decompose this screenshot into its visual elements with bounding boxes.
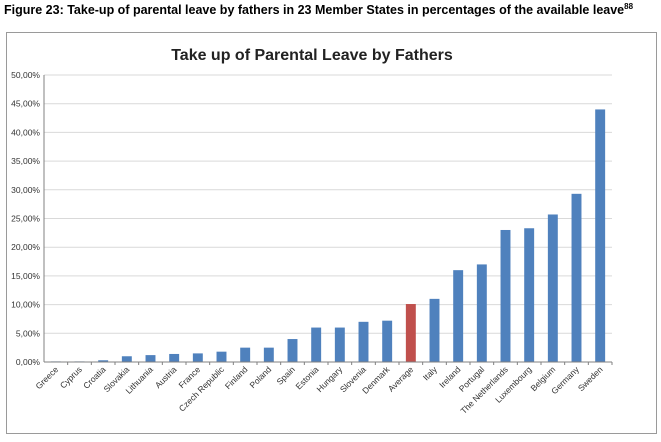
bar-czech-republic — [216, 351, 227, 362]
y-tick-label: 35,00% — [11, 156, 40, 166]
x-tick-label: Average — [386, 364, 416, 394]
bar-austria — [169, 353, 180, 362]
axes — [43, 75, 613, 365]
bar-finland — [240, 347, 251, 362]
figure-caption-text: Figure 23: Take-up of parental leave by … — [4, 3, 625, 18]
y-tick-label: 50,00% — [11, 70, 40, 80]
bar-spain — [287, 339, 298, 362]
bar-belgium — [547, 214, 558, 362]
bars — [50, 109, 606, 362]
bar-slovakia — [121, 356, 132, 362]
y-tick-label: 5,00% — [16, 328, 41, 338]
figure-caption: Figure 23: Take-up of parental leave by … — [4, 2, 659, 17]
bar-average — [405, 304, 416, 362]
bar-portugal — [476, 264, 487, 362]
x-tick-label: Austria — [153, 364, 179, 390]
y-tick-label: 10,00% — [11, 300, 40, 310]
bar-luxembourg — [524, 228, 535, 362]
x-tick-label: Sweden — [576, 364, 605, 393]
bar-lithuania — [145, 355, 156, 362]
bar-denmark — [382, 320, 393, 362]
x-tick-label: Poland — [247, 364, 273, 390]
footnote-ref: 88 — [624, 2, 634, 11]
y-tick-label: 20,00% — [11, 242, 40, 252]
x-tick-label: Greece — [33, 364, 60, 391]
bar-france — [192, 353, 203, 362]
x-axis-ticks: GreeceCyprusCroatiaSlovakiaLithuaniaAust… — [33, 364, 604, 416]
y-axis-ticks: 0,00% 5,00% 10,00% 15,00% 20,00% 25,00% 30,00%… — [11, 70, 40, 367]
bar-italy — [429, 298, 440, 362]
bar-the-netherlands — [500, 229, 511, 362]
x-tick-label: Italy — [421, 364, 440, 383]
y-tick-label: 40,00% — [11, 127, 40, 137]
x-tick-label: Finland — [223, 364, 250, 391]
bar-hungary — [334, 327, 345, 362]
bar-ireland — [453, 270, 464, 362]
chart-title: Take up of Parental Leave by Fathers — [171, 47, 453, 64]
bar-sweden — [595, 109, 606, 362]
bar-poland — [263, 347, 274, 362]
x-tick-label: Cyprus — [58, 364, 84, 390]
y-tick-label: 0,00% — [16, 357, 41, 367]
gridlines — [44, 74, 612, 363]
y-tick-label: 45,00% — [11, 99, 40, 109]
y-tick-label: 25,00% — [11, 214, 40, 224]
y-tick-label: 30,00% — [11, 185, 40, 195]
bar-slovenia — [358, 321, 369, 362]
bar-estonia — [311, 327, 322, 362]
bar-germany — [571, 193, 582, 362]
bar-croatia — [98, 360, 109, 362]
y-tick-label: 15,00% — [11, 271, 40, 281]
